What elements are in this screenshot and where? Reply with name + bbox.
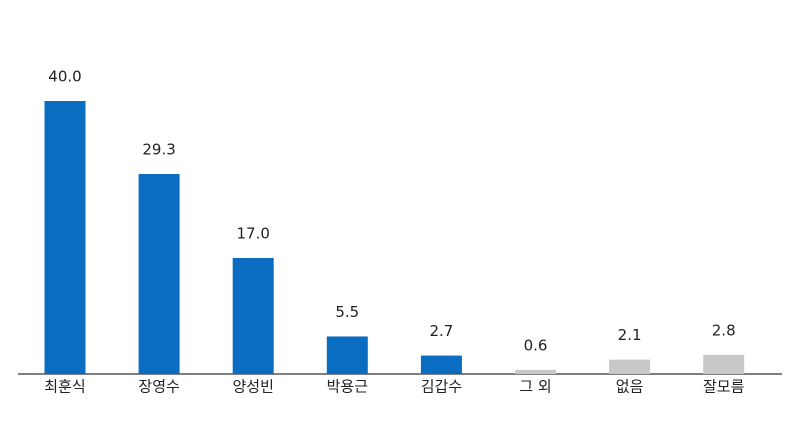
- x-tick-label: 잘모름: [703, 378, 745, 396]
- value-label: 5.5: [335, 303, 359, 321]
- x-tick-label: 장영수: [138, 378, 179, 396]
- value-label: 2.8: [712, 321, 736, 339]
- bar: [232, 257, 274, 374]
- value-label: 2.7: [429, 322, 453, 340]
- bar: [609, 359, 651, 374]
- x-tick-label: 김갑수: [421, 378, 462, 396]
- x-tick-label: 그 외: [519, 378, 551, 396]
- value-label: 0.6: [524, 336, 548, 354]
- value-label: 29.3: [142, 141, 175, 159]
- x-tick-label: 양성빈: [232, 378, 273, 396]
- x-tick-label: 박용근: [327, 378, 369, 396]
- bar: [703, 354, 745, 374]
- bar: [326, 336, 368, 374]
- value-label: 40.0: [48, 68, 81, 86]
- bar: [420, 355, 462, 374]
- value-label: 2.1: [618, 326, 642, 344]
- x-tick-label: 최훈식: [44, 378, 85, 396]
- x-tick-label: 없음: [616, 378, 644, 396]
- bar: [138, 174, 180, 374]
- bar: [515, 369, 556, 374]
- bar: [44, 101, 86, 374]
- value-label: 17.0: [236, 224, 269, 242]
